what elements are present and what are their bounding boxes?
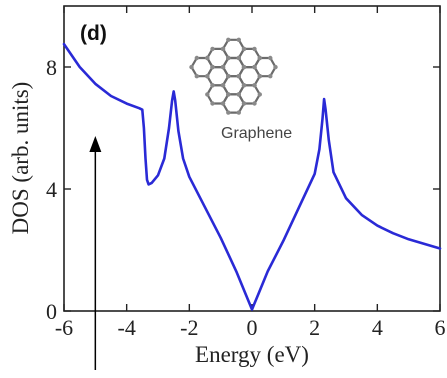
inset-label: Graphene [221,125,292,142]
hexagon-ring [221,93,246,114]
carbon-atom [252,83,257,88]
plot-frame [63,5,441,312]
carbon-atom [252,46,257,52]
carbon-atom [236,37,241,42]
carbon-atom [241,46,247,52]
carbon-atom [194,55,199,61]
dos-series-line [62,42,442,311]
carbon-atom [252,101,257,106]
carbon-atom [257,92,262,97]
carbon-atom [205,55,210,61]
x-tick-label: 4 [372,315,383,340]
carbon-atom [226,110,231,115]
carbon-atom [226,55,231,61]
panel-label: (d) [80,22,107,45]
carbon-atom [226,92,231,97]
x-axis-title: Energy (eV) [195,342,309,367]
x-tick-label: 2 [309,315,320,340]
y-tick-label: 4 [46,177,57,202]
carbon-atom [210,83,215,88]
x-tick-label: -2 [180,315,198,340]
axis-ticks [63,6,441,312]
y-tick-label: 0 [46,299,57,324]
carbon-atom [210,64,215,70]
carbon-atom [205,92,210,97]
arrow-annotation-icon [89,136,102,370]
carbon-atom [226,37,231,42]
carbon-atom [268,74,273,79]
graphene-molecule-icon [189,37,278,115]
carbon-atom [220,64,226,70]
x-tick-label: -4 [118,315,136,340]
carbon-atom [273,64,278,70]
y-tick-label: 8 [46,55,57,80]
carbon-atom [210,46,215,52]
carbon-atom [205,74,210,79]
carbon-atom [241,83,247,88]
carbon-atom [236,74,241,79]
carbon-atom [220,46,226,52]
carbon-atom [226,74,231,79]
y-axis-title: DOS (arb. units) [8,82,33,235]
x-tick-label: -6 [55,315,73,340]
carbon-atom [268,55,273,61]
tick-labels: -6 -4 -2 0 2 4 6 0 4 8 [46,55,446,340]
carbon-atom [257,55,262,61]
carbon-atom [189,64,194,70]
x-tick-label: 0 [247,315,258,340]
x-tick-label: 6 [435,315,446,340]
carbon-atom [236,92,241,97]
carbon-atom [241,64,247,70]
carbon-atom [257,74,262,79]
carbon-atom [236,110,241,115]
carbon-atom [220,101,226,106]
carbon-atom [236,55,241,61]
carbon-atom [210,101,215,106]
carbon-atom [220,83,226,88]
carbon-atom [241,101,247,106]
hexagon-ring [253,56,277,78]
carbon-atom [252,64,257,70]
carbon-atom [194,74,199,79]
